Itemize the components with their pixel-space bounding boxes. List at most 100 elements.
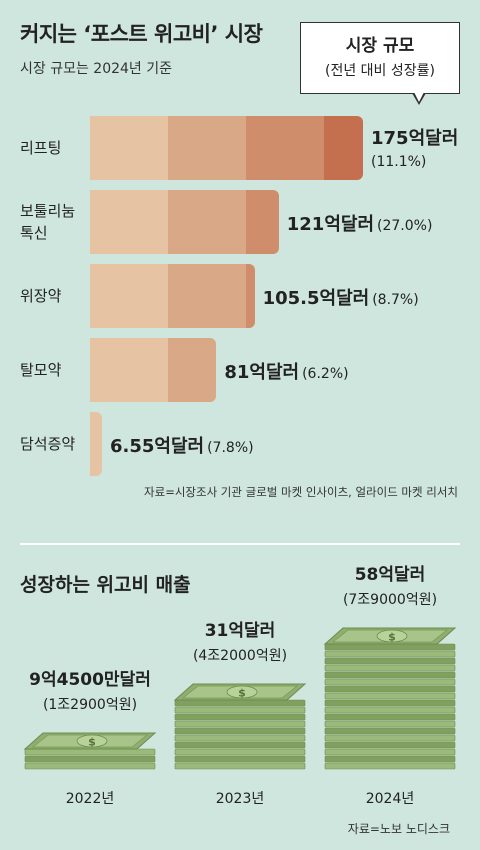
- bill-edge: [174, 699, 306, 707]
- sales-krw: (1조2900억원): [42, 697, 138, 713]
- sales-value-label: 9억4500만달러 (1조2900억원): [10, 665, 170, 714]
- bar: [90, 190, 279, 254]
- bill-edge: [324, 671, 456, 679]
- bill-edge: [24, 755, 156, 763]
- bar-category-label-line: 탈모약: [20, 361, 62, 379]
- bill-edge: [324, 650, 456, 658]
- bar-value-label: 175억달러 (11.1%): [371, 124, 458, 170]
- bar-value: 6.55억달러: [110, 436, 205, 457]
- sales-krw: (7조9000억원): [342, 592, 438, 608]
- sales-value-label: 58억달러 (7조9000억원): [310, 560, 470, 609]
- bill-edge: [174, 741, 306, 749]
- bar-category-label-line: 보툴리눔: [20, 202, 76, 220]
- bill-edge: [324, 748, 456, 756]
- bill-edge: [324, 741, 456, 749]
- bill-edge: [324, 699, 456, 707]
- bar-value-label: 6.55억달러 (7.8%): [110, 432, 254, 458]
- legend-pointer-inner: [414, 92, 424, 102]
- bill-edge: [324, 727, 456, 735]
- bill-edge: [324, 762, 456, 770]
- bar-category-label: 탈모약: [20, 359, 61, 381]
- bar-segment: [90, 190, 168, 254]
- bar-segment: [168, 190, 246, 254]
- source-note-market: 자료=시장조사 기관 글로벌 마켓 인사이츠, 얼라이드 마켓 리서치: [144, 485, 458, 499]
- dollar-sign-icon: $: [388, 631, 396, 644]
- sales-usd: 58억달러: [354, 565, 426, 585]
- bar-segment: [168, 116, 246, 180]
- bar-segment: [246, 190, 279, 254]
- bar-value: 81억달러: [224, 362, 300, 383]
- bar-growth-rate: (8.7%): [372, 292, 419, 308]
- sales-krw: (4조2000억원): [192, 648, 288, 664]
- bill-edge: [324, 713, 456, 721]
- bar-segment: [246, 264, 255, 328]
- bar-growth-rate: (11.1%): [371, 154, 427, 170]
- legend-title: 시장 규모: [345, 36, 415, 56]
- bar: [90, 412, 102, 476]
- bar-growth-rate: (7.8%): [207, 440, 254, 456]
- bill-edge: [324, 734, 456, 742]
- bill-emblem: [226, 685, 258, 699]
- bar-segment: [324, 116, 363, 180]
- bill-emblem: [76, 734, 108, 748]
- bar-segment: [90, 338, 168, 402]
- chart-subtitle: 시장 규모는 2024년 기준: [20, 61, 173, 77]
- bar: [90, 116, 363, 180]
- bar-segment: [90, 116, 168, 180]
- bill-edge: [324, 678, 456, 686]
- bill-edge: [324, 664, 456, 672]
- chart-title: 커지는 ‘포스트 위고비’ 시장: [20, 22, 263, 46]
- bill-edge: [174, 713, 306, 721]
- bar-segment: [168, 264, 246, 328]
- bar-value: 121억달러: [286, 214, 375, 235]
- legend-callout: 시장 규모 (전년 대비 성장률): [300, 22, 460, 94]
- bill-edge: [324, 685, 456, 693]
- bill-emblem: [376, 629, 408, 643]
- sales-year-label: 2024년: [365, 791, 415, 807]
- bar-category-label-line: 리프팅: [20, 139, 62, 157]
- bar-value: 105.5억달러: [262, 288, 370, 309]
- bar-value-label: 121억달러 (27.0%): [287, 210, 433, 236]
- bar-growth-rate: (6.2%): [302, 366, 349, 382]
- sales-usd: 31억달러: [204, 621, 276, 641]
- sales-chart-title: 성장하는 위고비 매출: [20, 574, 191, 596]
- bar-category-label: 위장약: [20, 285, 61, 307]
- bill-edge: [24, 762, 156, 770]
- bar-value-label: 105.5억달러 (8.7%): [263, 284, 419, 310]
- sales-value-label: 31억달러 (4조2000억원): [160, 616, 320, 665]
- bar-category-label: 담석증약: [20, 433, 75, 455]
- bill-edge: [174, 720, 306, 728]
- bar: [90, 338, 217, 402]
- bill-edge: [324, 643, 456, 651]
- bar-category-label-line: 위장약: [20, 287, 62, 305]
- section-divider: [20, 543, 460, 545]
- bill-edge: [174, 727, 306, 735]
- bill-edge: [324, 755, 456, 763]
- sales-year-label: 2023년: [215, 791, 265, 807]
- bill-edge: [174, 748, 306, 756]
- bar-segment: [246, 116, 324, 180]
- bill-edge: [174, 706, 306, 714]
- bill-edge: [324, 706, 456, 714]
- bar-category-label-line: 담석증약: [20, 435, 76, 453]
- bill-edge: [324, 692, 456, 700]
- bill-edge: [174, 762, 306, 770]
- sales-usd: 9억4500만달러: [29, 670, 151, 690]
- dollar-sign-icon: $: [88, 736, 96, 749]
- bill-edge: [174, 755, 306, 763]
- bar-growth-rate: (27.0%): [377, 218, 433, 234]
- bar: [90, 264, 255, 328]
- bill-edge: [174, 734, 306, 742]
- dollar-sign-icon: $: [238, 687, 246, 700]
- bill-edge: [324, 720, 456, 728]
- bill-edge: [24, 748, 156, 756]
- bill-edge: [324, 657, 456, 665]
- source-note-sales: 자료=노보 노디스크: [347, 822, 450, 836]
- legend-subtitle: (전년 대비 성장률): [325, 63, 435, 79]
- bar-value: 175억달러: [371, 128, 459, 149]
- bar-category-label: 리프팅: [20, 137, 61, 159]
- bar-category-label-line: 톡신: [20, 224, 48, 242]
- bar-segment: [90, 264, 168, 328]
